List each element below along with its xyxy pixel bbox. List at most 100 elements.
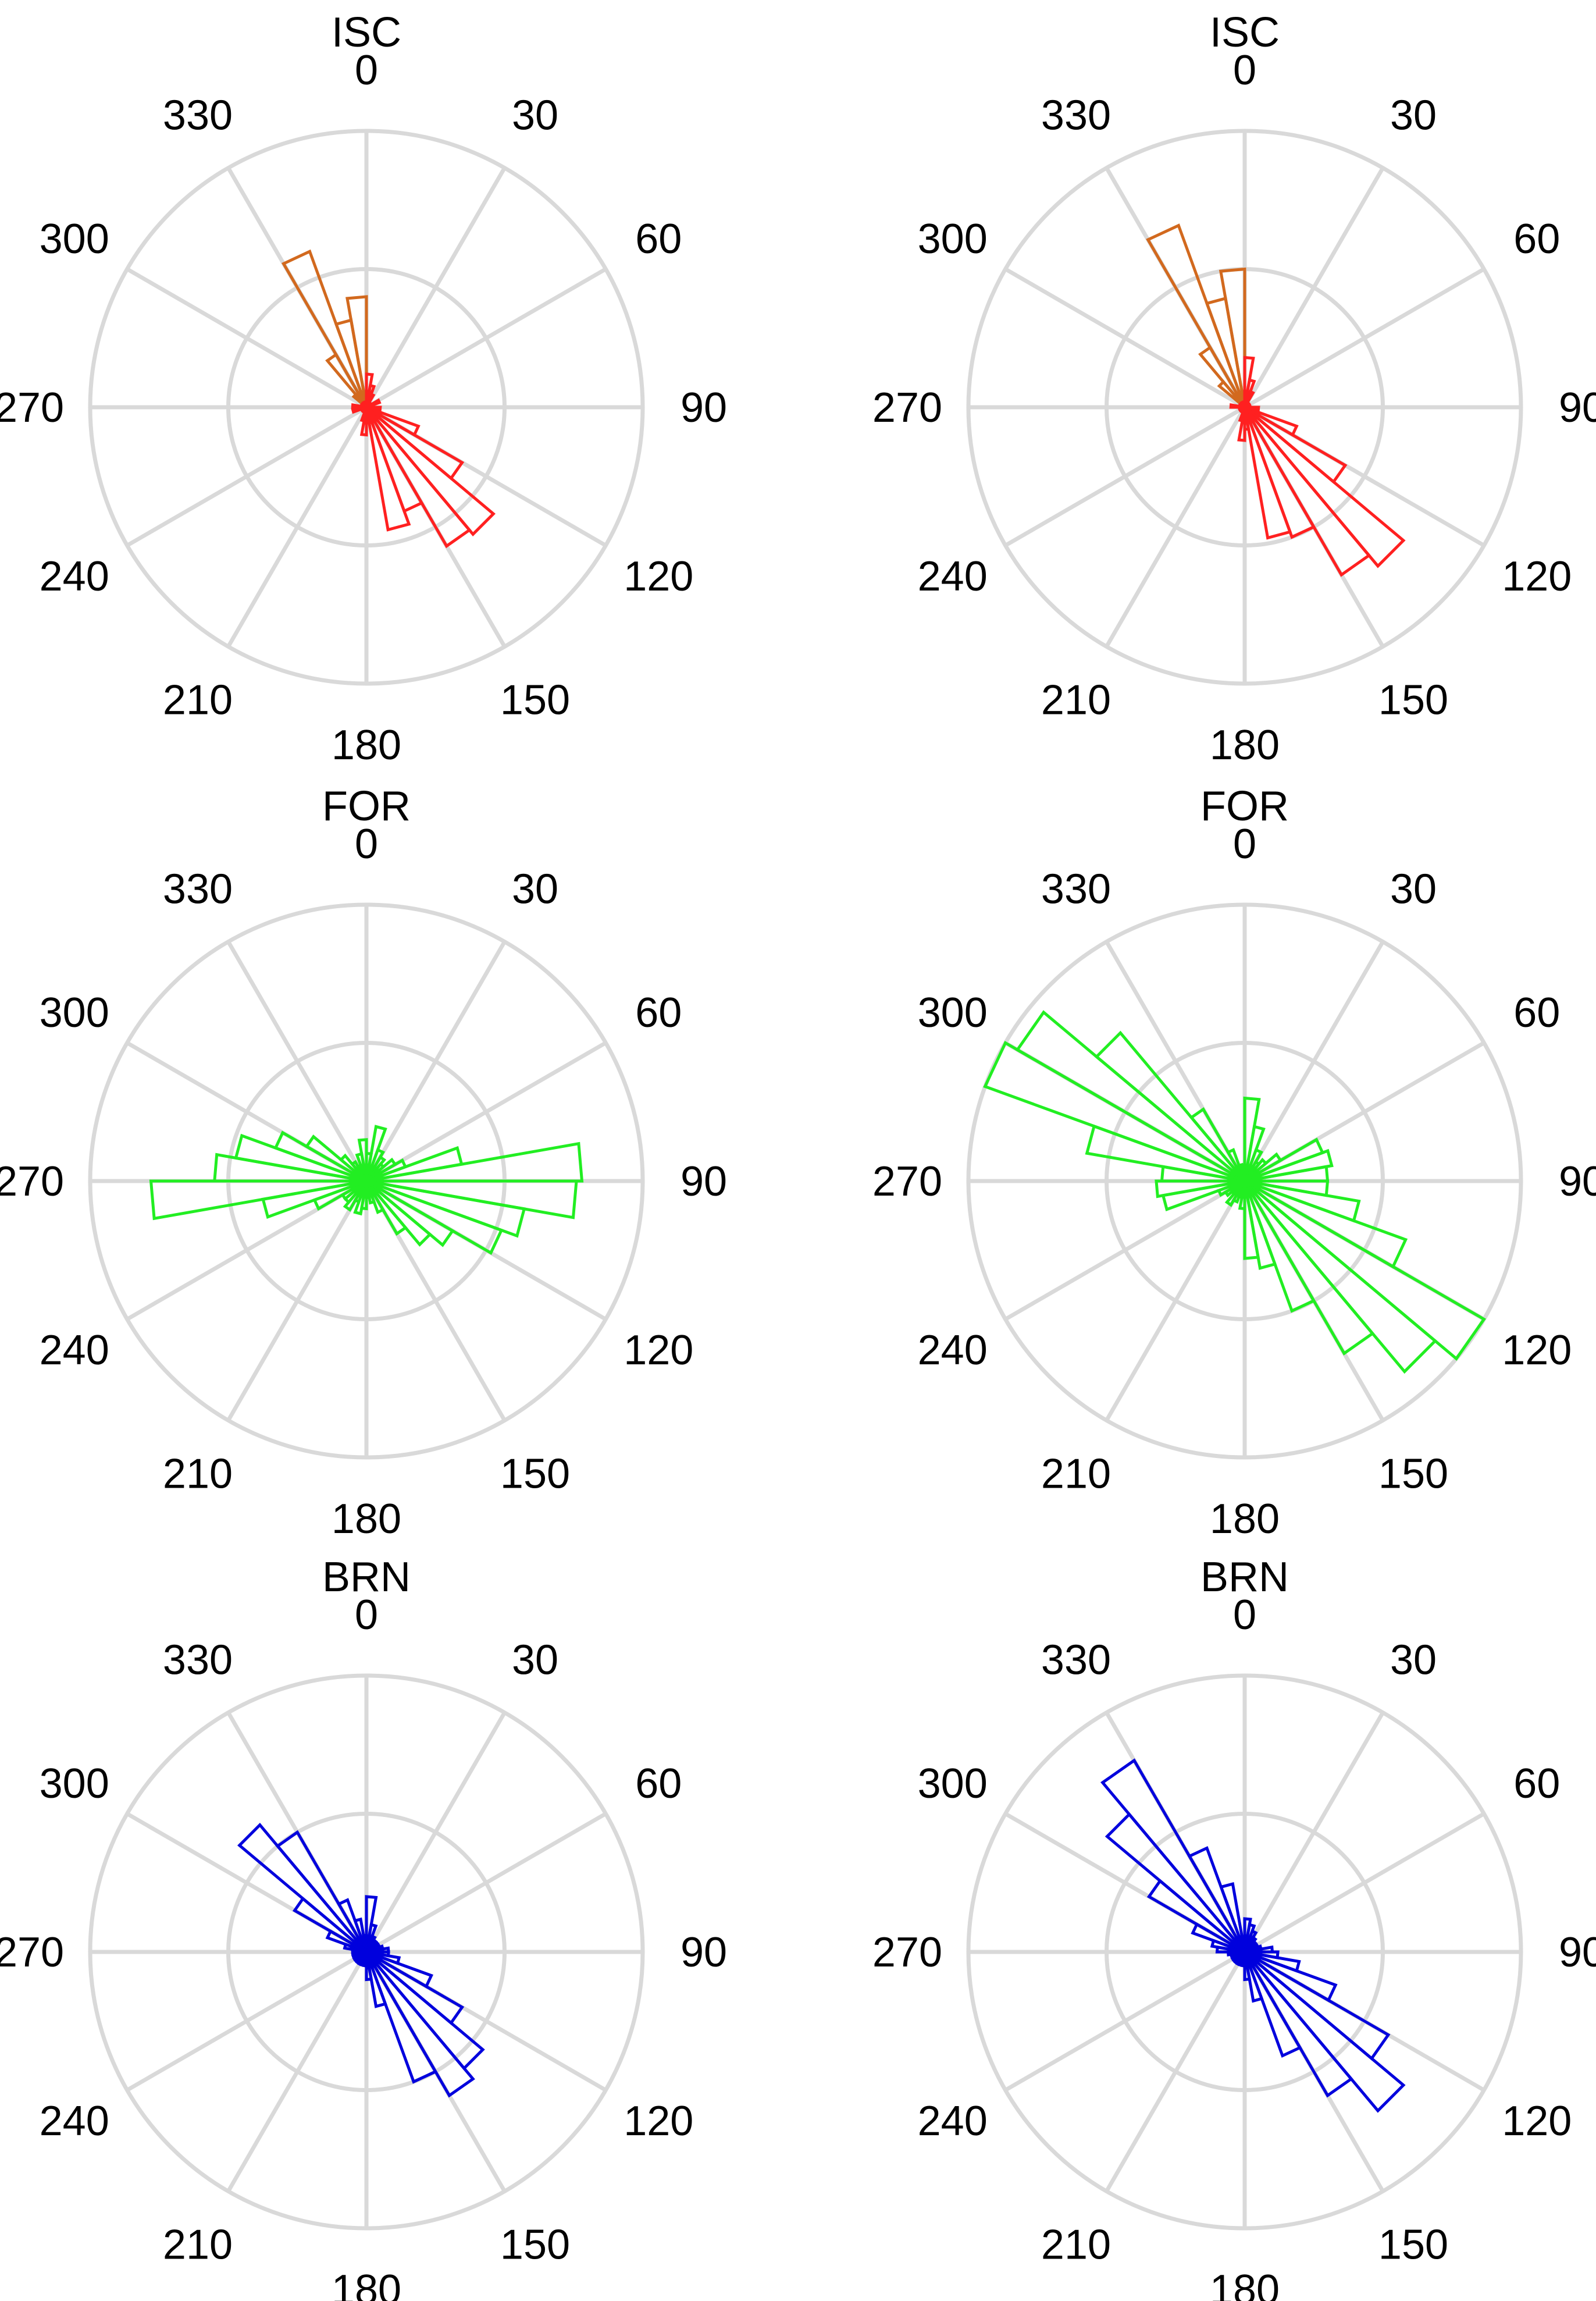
tick-label-30: 30	[1390, 93, 1437, 139]
grid-spoke-60	[365, 1812, 607, 1954]
petal-bin-120	[1244, 1179, 1487, 1361]
panel-title: FOR	[322, 783, 411, 830]
grid-spoke-30	[364, 166, 507, 408]
petal-bin-320	[1100, 1758, 1246, 1953]
tick-label-150: 150	[500, 2221, 570, 2268]
tick-label-180: 180	[332, 1496, 401, 1542]
tick-label-0: 0	[1233, 1592, 1256, 1638]
tick-label-240: 240	[918, 2098, 988, 2144]
tick-label-270: 270	[872, 1158, 942, 1205]
tick-label-300: 300	[918, 1761, 988, 1807]
petal-bin-150	[1243, 1951, 1302, 2058]
tick-label-120: 120	[1502, 2098, 1572, 2144]
grid-spoke-210	[226, 406, 369, 648]
panel-title: FOR	[1200, 783, 1289, 830]
tick-label-240: 240	[918, 553, 988, 600]
petal-bin-20	[1243, 389, 1255, 408]
tick-label-240: 240	[40, 553, 109, 600]
tick-label-120: 120	[624, 1327, 693, 1374]
series-BRN	[237, 1823, 485, 2098]
tick-label-180: 180	[332, 722, 401, 769]
grid-spoke-30	[1242, 940, 1385, 1182]
tick-label-240: 240	[40, 1327, 109, 1374]
grid-spoke-300	[1004, 267, 1246, 410]
tick-label-150: 150	[1378, 2221, 1448, 2268]
tick-label-60: 60	[1513, 990, 1560, 1036]
tick-label-120: 120	[1502, 1327, 1572, 1374]
rose-panel-2: 0 30 60 90 120 150 180 210 240 270 300 330 ISC	[872, 9, 1596, 769]
series-FOR	[149, 1125, 584, 1256]
petal-bin-180	[1237, 407, 1246, 442]
tick-label-330: 330	[1041, 866, 1111, 913]
tick-label-270: 270	[0, 385, 64, 431]
tick-label-60: 60	[635, 990, 682, 1036]
petal-bin-160	[1243, 407, 1292, 540]
center-dot	[359, 400, 373, 414]
petal-bin-350	[345, 295, 368, 408]
grid-spoke-240	[126, 1950, 368, 2092]
center-dot	[359, 1945, 373, 1959]
tick-label-150: 150	[500, 677, 570, 723]
petal-bin-350	[362, 1933, 368, 1953]
tick-label-270: 270	[872, 385, 942, 431]
tick-label-210: 210	[163, 2221, 233, 2268]
series-northwest-lobe	[281, 249, 368, 408]
panel-title: BRN	[322, 1554, 411, 1601]
tick-label-30: 30	[1390, 866, 1437, 913]
tick-label-60: 60	[1513, 1761, 1560, 1807]
tick-label-90: 90	[1559, 1158, 1596, 1205]
tick-label-0: 0	[355, 47, 378, 94]
grid-spoke-210	[1105, 406, 1247, 648]
tick-label-180: 180	[1210, 1496, 1280, 1542]
grid-spoke-30	[364, 940, 507, 1182]
tick-label-120: 120	[624, 2098, 693, 2144]
series-FOR	[983, 1010, 1487, 1374]
tick-label-90: 90	[681, 1158, 727, 1205]
grid-spoke-30	[1242, 1711, 1385, 1953]
panel-title: BRN	[1200, 1554, 1289, 1601]
tick-label-330: 330	[163, 866, 233, 913]
tick-label-270: 270	[872, 1929, 942, 1976]
grid-spoke-210	[1105, 1951, 1247, 2193]
center-dot	[1238, 1174, 1252, 1188]
grid-spoke-60	[365, 1041, 607, 1183]
grid-spoke-210	[226, 1180, 369, 1422]
tick-label-120: 120	[1502, 553, 1572, 600]
petal-bin-140	[365, 1951, 475, 2098]
tick-label-150: 150	[500, 1450, 570, 1497]
petal-bin-140	[1243, 1951, 1353, 2098]
grid-spoke-300	[126, 267, 368, 410]
rose-panel-6: 0 30 60 90 120 150 180 210 240 270 300 330 BRN	[872, 1554, 1596, 2301]
petal-bin-170	[1243, 1180, 1260, 1260]
grid-spoke-30	[1242, 166, 1385, 408]
rose-panel-1: 0 30 60 90 120 150 180 210 240 270 300 330 ISC	[0, 9, 727, 769]
grid-spoke-60	[1244, 267, 1485, 410]
petal-bin-120	[1244, 1950, 1391, 2061]
grid-spoke-240	[1004, 1950, 1246, 2092]
center-dot	[1238, 1945, 1252, 1959]
petal-bin-340	[1219, 1882, 1246, 1953]
tick-label-90: 90	[1559, 385, 1596, 431]
tick-label-30: 30	[512, 1637, 558, 1684]
tick-label-180: 180	[332, 2267, 401, 2301]
tick-label-300: 300	[40, 1761, 109, 1807]
petal-bin-150	[365, 1951, 438, 2084]
tick-label-90: 90	[681, 1929, 727, 1976]
panel-title: ISC	[332, 9, 401, 56]
petal-bin-300	[1015, 1010, 1246, 1183]
tick-label-270: 270	[0, 1929, 64, 1976]
petal-bin-350	[357, 1138, 368, 1182]
tick-label-30: 30	[1390, 1637, 1437, 1684]
tick-label-90: 90	[681, 385, 727, 431]
rose-panel-5: 0 30 60 90 120 150 180 210 240 270 300 330 BRN	[0, 1554, 727, 2301]
grid-spoke-30	[364, 1711, 507, 1953]
petal-bin-320	[275, 1830, 368, 1953]
tick-label-60: 60	[1513, 216, 1560, 262]
tick-label-120: 120	[624, 553, 693, 600]
center-dot	[359, 1174, 373, 1188]
grid-spoke-60	[365, 267, 607, 410]
grid-spoke-330	[226, 940, 369, 1182]
petal-bin-310	[1094, 1030, 1246, 1182]
tick-label-180: 180	[1210, 722, 1280, 769]
